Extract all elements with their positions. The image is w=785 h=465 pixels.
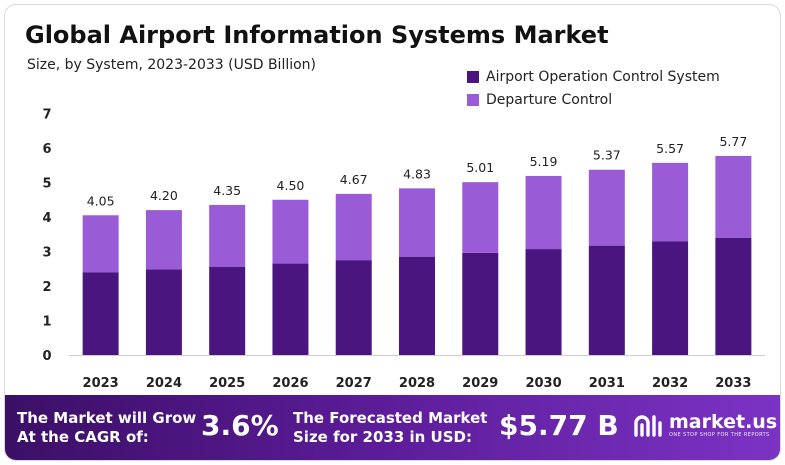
cagr-label-line1: The Market will Grow — [17, 409, 197, 427]
x-tick-label: 2032 — [652, 376, 688, 391]
x-tick-label: 2025 — [209, 376, 245, 391]
x-tick-label: 2028 — [399, 376, 435, 391]
legend-item-airport-operation: Airport Operation Control System — [467, 65, 720, 88]
bar-airport-operation — [525, 249, 562, 355]
x-tick-label: 2030 — [525, 376, 561, 391]
bar-airport-operation — [652, 241, 689, 355]
bar-total-label: 4.67 — [340, 172, 368, 187]
x-tick-label: 2031 — [589, 376, 625, 391]
bar-total-label: 4.05 — [87, 193, 115, 208]
y-tick-label: 0 — [42, 349, 51, 364]
y-tick-label: 4 — [42, 211, 51, 226]
bar-airport-operation — [145, 269, 182, 355]
forecast-value: $5.77 B — [499, 409, 619, 442]
forecast-label-line2: Size for 2033 in USD: — [293, 428, 472, 446]
brand-tagline: ONE STOP SHOP FOR THE REPORTS — [669, 432, 770, 438]
bar-departure-control — [399, 188, 435, 257]
bar-departure-control — [715, 155, 752, 238]
bar-departure-control — [145, 210, 182, 270]
bar-airport-operation — [399, 256, 435, 355]
bar-departure-control — [652, 162, 689, 242]
bar-total-label: 5.57 — [656, 141, 684, 156]
brand-logo: market.us ONE STOP SHOP FOR THE REPORTS — [633, 413, 777, 439]
bar-airport-operation — [272, 263, 309, 355]
y-tick-label: 5 — [42, 177, 51, 192]
bar-total-label: 5.01 — [466, 160, 494, 175]
bar-departure-control — [82, 215, 119, 273]
y-tick-label: 7 — [42, 108, 51, 123]
chart-title: Global Airport Information Systems Marke… — [25, 21, 609, 49]
x-tick-label: 2027 — [336, 376, 372, 391]
legend-label-airport-operation: Airport Operation Control System — [486, 68, 720, 85]
x-tick-label: 2026 — [272, 376, 308, 391]
y-tick-label: 2 — [42, 280, 51, 295]
y-tick-label: 3 — [42, 246, 51, 261]
bar-departure-control — [335, 193, 372, 261]
bar-departure-control — [272, 199, 309, 264]
bar-total-label: 5.37 — [593, 148, 621, 163]
bar-airport-operation — [715, 237, 752, 355]
brand-text: market.us ONE STOP SHOP FOR THE REPORTS — [669, 413, 777, 439]
x-tick-label: 2024 — [146, 376, 182, 391]
forecast-label-line1: The Forecasted Market — [293, 409, 488, 427]
forecast-label: The Forecasted Market Size for 2033 in U… — [293, 409, 487, 447]
legend-swatch-airport-operation — [467, 70, 479, 83]
x-tick-label: 2029 — [462, 376, 498, 391]
legend-item-departure-control: Departure Control — [467, 88, 720, 111]
y-tick-label: 1 — [42, 315, 51, 330]
bar-departure-control — [209, 204, 246, 267]
bar-chart: 0 1 2 3 4 5 6 7 4.05 2023 4.20 2024 4.35 2025 4.50 2026… — [42, 108, 765, 391]
chart-subtitle: Size, by System, 2023-2033 (USD Billion) — [27, 57, 317, 73]
x-tick-label: 2023 — [83, 376, 119, 391]
legend-label-departure-control: Departure Control — [486, 91, 613, 108]
bar-total-label: 5.19 — [530, 154, 558, 169]
cagr-value: 3.6% — [201, 409, 279, 442]
x-tick-label: 2033 — [715, 376, 751, 391]
bar-airport-operation — [209, 266, 246, 355]
brand-name: market.us — [669, 411, 778, 433]
bar-departure-control — [525, 175, 562, 250]
bar-total-label: 4.50 — [277, 178, 305, 193]
chart-card: Global Airport Information Systems Marke… — [4, 4, 781, 461]
bar-total-label: 4.20 — [150, 188, 178, 203]
bar-total-label: 4.83 — [403, 166, 431, 181]
bar-total-label: 4.35 — [213, 183, 241, 198]
market-us-logo-icon — [634, 415, 662, 437]
cagr-label: The Market will Grow At the CAGR of: — [17, 409, 196, 447]
bar-airport-operation — [335, 260, 372, 355]
legend: Airport Operation Control System Departu… — [467, 65, 720, 111]
footer-banner: The Market will Grow At the CAGR of: 3.6… — [5, 395, 780, 460]
bar-total-label: 5.77 — [719, 134, 747, 149]
bar-departure-control — [588, 169, 625, 246]
bar-airport-operation — [588, 245, 625, 355]
cagr-label-line2: At the CAGR of: — [17, 428, 149, 446]
legend-swatch-departure-control — [467, 93, 479, 106]
bar-airport-operation — [82, 272, 119, 355]
bar-departure-control — [462, 182, 499, 253]
y-tick-label: 6 — [42, 142, 51, 157]
bar-airport-operation — [462, 252, 499, 355]
